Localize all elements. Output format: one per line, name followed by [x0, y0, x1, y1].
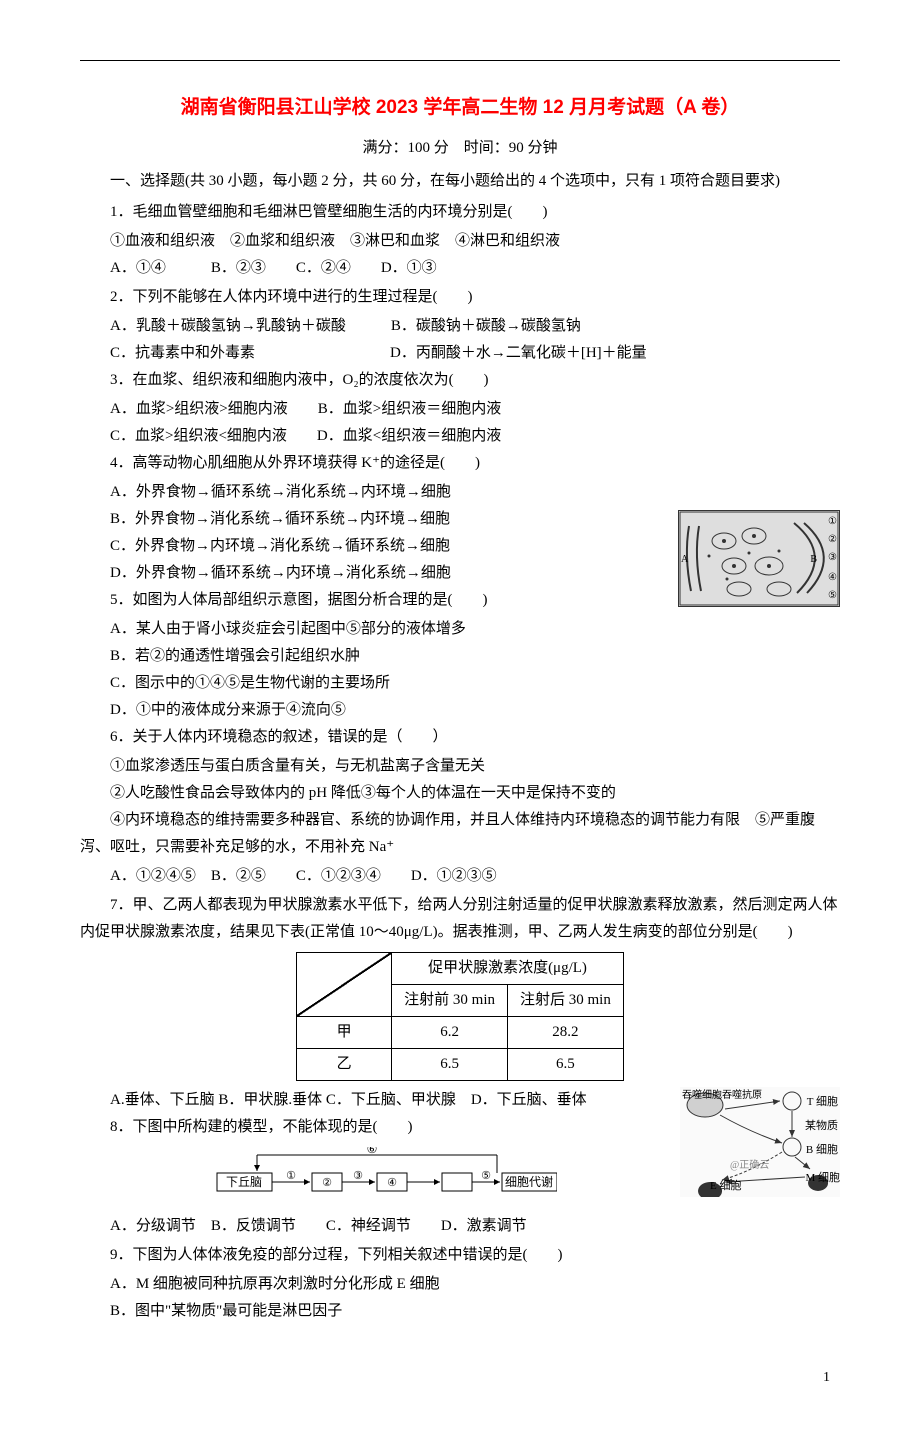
q9-a: A．M 细胞被同种抗原再次刺激时分化形成 E 细胞 [80, 1271, 840, 1298]
fig-label-1: ① [828, 513, 837, 531]
q6-s1: ①血浆渗透压与蛋白质含量有关，与无机盐离子含量无关 [80, 753, 840, 780]
tissue-diagram: A B ① ② ③ ④ ⑤ [678, 510, 840, 607]
q6-options: A．①②④⑤ B．②⑤ C．①②③④ D．①②③⑤ [80, 863, 840, 890]
q3-opt-cd: C．血浆>组织液<细胞内液 D．血浆<组织液＝细胞内液 [80, 423, 840, 450]
q6-s2: ②人吃酸性食品会导致体内的 pH 降低③每个人的体温在一天中是保持不变的 [80, 780, 840, 807]
row1-before: 6.2 [392, 1017, 508, 1049]
fig-watermark: @正确云 [730, 1157, 769, 1175]
q7-text: 7．甲、乙两人都表现为甲状腺激素水平低下，给两人分别注射适量的促甲状腺激素释放激… [80, 892, 840, 946]
flow-3: ③ [353, 1170, 363, 1182]
q5-figure: A B ① ② ③ ④ ⑤ [678, 510, 840, 607]
q7-table: 促甲状腺激素浓度(μg/L) 注射前 30 min 注射后 30 min 甲 6… [296, 952, 624, 1081]
q9-text: 9．下图为人体体液免疫的部分过程，下列相关叙述中错误的是( ) [80, 1242, 840, 1269]
exam-subtitle: 满分：100 分 时间：90 分钟 [80, 135, 840, 162]
fig-label-2: ② [828, 531, 837, 549]
flow-metab: 细胞代谢 [505, 1174, 553, 1189]
q4-text: 4．高等动物心肌细胞从外界环境获得 K⁺的途径是( ) [80, 450, 840, 477]
exam-title: 湖南省衡阳县江山学校 2023 学年高二生物 12 月月考试题（A 卷） [80, 91, 840, 125]
fig-label-5: ⑤ [828, 587, 837, 605]
section-instructions: 一、选择题(共 30 小题，每小题 2 分，共 60 分，在每小题给出的 4 个… [80, 168, 840, 195]
q1-subs: ①血液和组织液 ②血浆和组织液 ③淋巴和血浆 ④淋巴和组织液 [80, 228, 840, 255]
flow-5: ⑤ [481, 1170, 491, 1182]
q5-d: D．①中的液体成分来源于④流向⑤ [80, 697, 840, 724]
flow-hypo: 下丘脑 [226, 1175, 262, 1189]
fig-e: E 细胞 [710, 1177, 741, 1197]
row2-after: 6.5 [508, 1049, 624, 1081]
q2-text: 2．下列不能够在人体内环境中进行的生理过程是( ) [80, 284, 840, 311]
fig-phago: 吞噬细胞吞噬抗原 [682, 1087, 762, 1105]
flow-svg: ⑥ 下丘脑 细胞代谢 ① ② ③ ④ ⑤ [197, 1147, 557, 1197]
q1-options: A．①④ B．②③ C．②④ D．①③ [80, 255, 840, 282]
q5-c: C．图示中的①④⑤是生物代谢的主要场所 [80, 670, 840, 697]
fig-label-a: A [681, 551, 688, 569]
fig-t: T 细胞 [807, 1093, 838, 1113]
fig-substance: 某物质 [805, 1117, 838, 1137]
q4-a: A．外界食物→循环系统→消化系统→内环境→细胞 [80, 479, 840, 506]
th-main: 促甲状腺激素浓度(μg/L) [392, 953, 624, 985]
q9-figure: 吞噬细胞吞噬抗原 T 细胞 某物质 B 细胞 @正确云 M 细胞 E 细胞 [680, 1087, 840, 1197]
flow-6: ⑥ [367, 1147, 378, 1156]
row2-before: 6.5 [392, 1049, 508, 1081]
fig-m: M 细胞 [805, 1169, 840, 1189]
q3-text: 3．在血浆、组织液和细胞内液中，O₂的浓度依次为( ) [80, 367, 840, 394]
q2-opt-ab: A．乳酸＋碳酸氢钠→乳酸钠＋碳酸 B．碳酸钠＋碳酸→碳酸氢钠 [80, 313, 840, 340]
table-corner [297, 953, 392, 1017]
fig-label-b: B [810, 551, 817, 569]
page-number: 1 [80, 1365, 840, 1390]
q2-opt-cd: C．抗毒素中和外毒素 D．丙酮酸＋水→二氧化碳＋[H]＋能量 [80, 340, 840, 367]
flow-1: ① [286, 1170, 296, 1182]
row1-after: 28.2 [508, 1017, 624, 1049]
flow-4: ④ [387, 1177, 397, 1189]
flow-2: ② [322, 1177, 332, 1189]
th-after: 注射后 30 min [508, 985, 624, 1017]
q7-table-wrap: 促甲状腺激素浓度(μg/L) 注射前 30 min 注射后 30 min 甲 6… [80, 952, 840, 1081]
page-container: 湖南省衡阳县江山学校 2023 学年高二生物 12 月月考试题（A 卷） 满分：… [0, 0, 920, 1430]
top-divider [80, 60, 840, 61]
q8-options: A．分级调节 B．反馈调节 C．神经调节 D．激素调节 [80, 1213, 840, 1240]
row1-label: 甲 [297, 1017, 392, 1049]
q9-b: B．图中"某物质"最可能是淋巴因子 [80, 1298, 840, 1325]
q6-s3: ④内环境稳态的维持需要多种器官、系统的协调作用，并且人体维持内环境稳态的调节能力… [80, 807, 840, 861]
q1-text: 1．毛细血管壁细胞和毛细淋巴管壁细胞生活的内环境分别是( ) [80, 199, 840, 226]
q5-a: A．某人由于肾小球炎症会引起图中⑤部分的液体增多 [80, 616, 840, 643]
fig-label-3: ③ [828, 549, 837, 567]
th-before: 注射前 30 min [392, 985, 508, 1017]
row2-label: 乙 [297, 1049, 392, 1081]
q6-text: 6．关于人体内环境稳态的叙述，错误的是（ ） [80, 724, 840, 751]
q5-b: B．若②的通透性增强会引起组织水肿 [80, 643, 840, 670]
fig-label-4: ④ [828, 569, 837, 587]
q3-opt-ab: A．血浆>组织液>细胞内液 B．血浆>组织液＝细胞内液 [80, 396, 840, 423]
fig-b-cell: B 细胞 [806, 1141, 838, 1161]
